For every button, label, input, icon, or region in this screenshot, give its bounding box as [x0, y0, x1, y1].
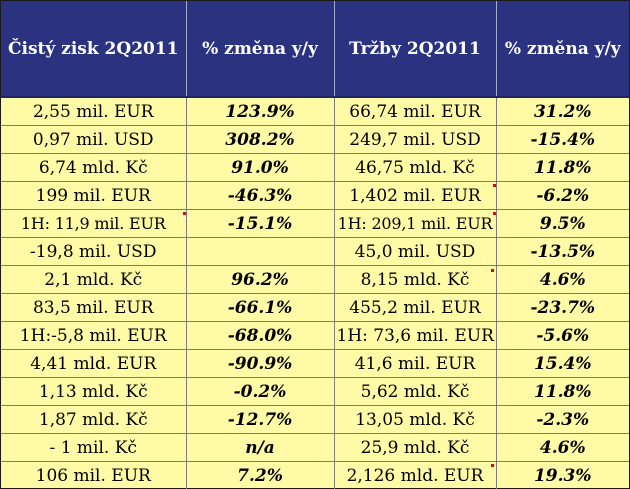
cell-net-profit: 199 mil. EUR: [1, 181, 187, 210]
cell-profit-change: 308.2%: [185, 125, 335, 154]
table-row: 1,87 mld. Kč -12.7% 13,05 mld. Kč -2.3%: [1, 405, 629, 434]
table-row: 199 mil. EUR -46.3% 1,402 mil. EUR -6.2%: [1, 181, 629, 210]
cell-revenue-text: 2,126 mld. EUR: [346, 465, 484, 486]
cell-revenue: 1,402 mil. EUR: [333, 181, 497, 210]
header-net-profit: Čistý zisk 2Q2011: [1, 1, 187, 98]
cell-profit-change: -12.7%: [185, 405, 335, 434]
cell-net-profit: 83,5 mil. EUR: [1, 293, 187, 322]
cell-revenue-change: 4.6%: [495, 433, 629, 462]
table-row: 1H: 11,9 mil. EUR -15.1% 1H: 209,1 mil. …: [1, 209, 629, 238]
cell-revenue-change: 4.6%: [495, 265, 629, 294]
cell-profit-change: -66.1%: [185, 293, 335, 322]
cell-net-profit: 1H: 11,9 mil. EUR: [1, 209, 187, 238]
cell-revenue-change: 11.8%: [495, 153, 629, 182]
cell-revenue-change: -2.3%: [495, 405, 629, 434]
cell-revenue: 45,0 mil. USD: [333, 237, 497, 266]
cell-revenue: 455,2 mil. EUR: [333, 293, 497, 322]
cell-net-profit: 6,74 mld. Kč: [1, 153, 187, 182]
header-row: Čistý zisk 2Q2011 % změna y/y Tržby 2Q20…: [1, 1, 629, 98]
table-row: 2,55 mil. EUR 123.9% 66,74 mil. EUR 31.2…: [1, 96, 629, 126]
cell-profit-change: 96.2%: [185, 265, 335, 294]
table-row: 4,41 mld. EUR -90.9% 41,6 mil. EUR 15.4%: [1, 349, 629, 378]
cell-revenue-change: 9.5%: [495, 209, 629, 238]
cell-revenue-text: 1,402 mil. EUR: [349, 185, 481, 206]
cell-profit-change: 123.9%: [185, 96, 335, 126]
cell-revenue-change: 19.3%: [495, 461, 629, 489]
header-revenue: Tržby 2Q2011: [333, 1, 497, 98]
cell-net-profit: 1,87 mld. Kč: [1, 405, 187, 434]
cell-revenue-change: -5.6%: [495, 321, 629, 350]
cell-profit-change: -90.9%: [185, 349, 335, 378]
cell-revenue: 249,7 mil. USD: [333, 125, 497, 154]
cell-net-profit: 2,55 mil. EUR: [1, 96, 187, 126]
red-marker: [182, 212, 186, 215]
table-row: 2,1 mld. Kč 96.2% 8,15 mld. Kč 4.6%: [1, 265, 629, 294]
cell-revenue: 2,126 mld. EUR: [333, 461, 497, 489]
cell-net-profit: 1H:-5,8 mil. EUR: [1, 321, 187, 350]
cell-revenue: 66,74 mil. EUR: [333, 96, 497, 126]
cell-net-profit: 106 mil. EUR: [1, 461, 187, 489]
table-row: - 1 mil. Kč n/a 25,9 mld. Kč 4.6%: [1, 433, 629, 462]
cell-net-profit: 0,97 mil. USD: [1, 125, 187, 154]
cell-revenue-change: -23.7%: [495, 293, 629, 322]
cell-net-profit: - 1 mil. Kč: [1, 433, 187, 462]
cell-revenue: 41,6 mil. EUR: [333, 349, 497, 378]
header-revenue-change: % změna y/y: [495, 1, 629, 98]
table-row: 83,5 mil. EUR -66.1% 455,2 mil. EUR -23.…: [1, 293, 629, 322]
cell-revenue: 25,9 mld. Kč: [333, 433, 497, 462]
cell-profit-change: n/a: [185, 433, 335, 462]
cell-revenue-change: 15.4%: [495, 349, 629, 378]
cell-revenue-change: -15.4%: [495, 125, 629, 154]
cell-profit-change: -46.3%: [185, 181, 335, 210]
table-row: 1,13 mld. Kč -0.2% 5,62 mld. Kč 11.8%: [1, 377, 629, 406]
header-profit-change: % změna y/y: [185, 1, 335, 98]
red-marker: [492, 184, 496, 187]
cell-revenue-change: -13.5%: [495, 237, 629, 266]
cell-profit-change: [185, 237, 335, 266]
cell-revenue: 13,05 mld. Kč: [333, 405, 497, 434]
cell-profit-change: -15.1%: [185, 209, 335, 238]
table-row: 0,97 mil. USD 308.2% 249,7 mil. USD -15.…: [1, 125, 629, 154]
cell-net-profit: 1,13 mld. Kč: [1, 377, 187, 406]
cell-revenue-change: -6.2%: [495, 181, 629, 210]
cell-net-profit: 4,41 mld. EUR: [1, 349, 187, 378]
table-row: 1H:-5,8 mil. EUR -68.0% 1H: 73,6 mil. EU…: [1, 321, 629, 350]
cell-revenue: 46,75 mld. Kč: [333, 153, 497, 182]
cell-revenue-text: 8,15 mld. Kč: [360, 269, 470, 290]
cell-revenue-change: 31.2%: [495, 96, 629, 126]
cell-net-profit-text: 1H: 11,9 mil. EUR: [20, 213, 166, 233]
cell-revenue-change: 11.8%: [495, 377, 629, 406]
table-row: 106 mil. EUR 7.2% 2,126 mld. EUR 19.3%: [1, 461, 629, 489]
cell-revenue: 5,62 mld. Kč: [333, 377, 497, 406]
red-marker: [492, 212, 496, 215]
cell-revenue: 1H: 73,6 mil. EUR: [333, 321, 497, 350]
table-row: 6,74 mld. Kč 91.0% 46,75 mld. Kč 11.8%: [1, 153, 629, 182]
cell-profit-change: -68.0%: [185, 321, 335, 350]
cell-profit-change: 91.0%: [185, 153, 335, 182]
cell-profit-change: 7.2%: [185, 461, 335, 489]
table-row: -19,8 mil. USD 45,0 mil. USD -13.5%: [1, 237, 629, 266]
red-marker: [490, 464, 494, 467]
cell-revenue: 8,15 mld. Kč: [333, 265, 497, 294]
cell-revenue: 1H: 209,1 mil. EUR: [333, 209, 497, 238]
cell-net-profit: -19,8 mil. USD: [1, 237, 187, 266]
cell-revenue-text: 1H: 209,1 mil. EUR: [337, 213, 493, 233]
cell-profit-change: -0.2%: [185, 377, 335, 406]
red-marker: [490, 269, 494, 272]
cell-net-profit: 2,1 mld. Kč: [1, 265, 187, 294]
